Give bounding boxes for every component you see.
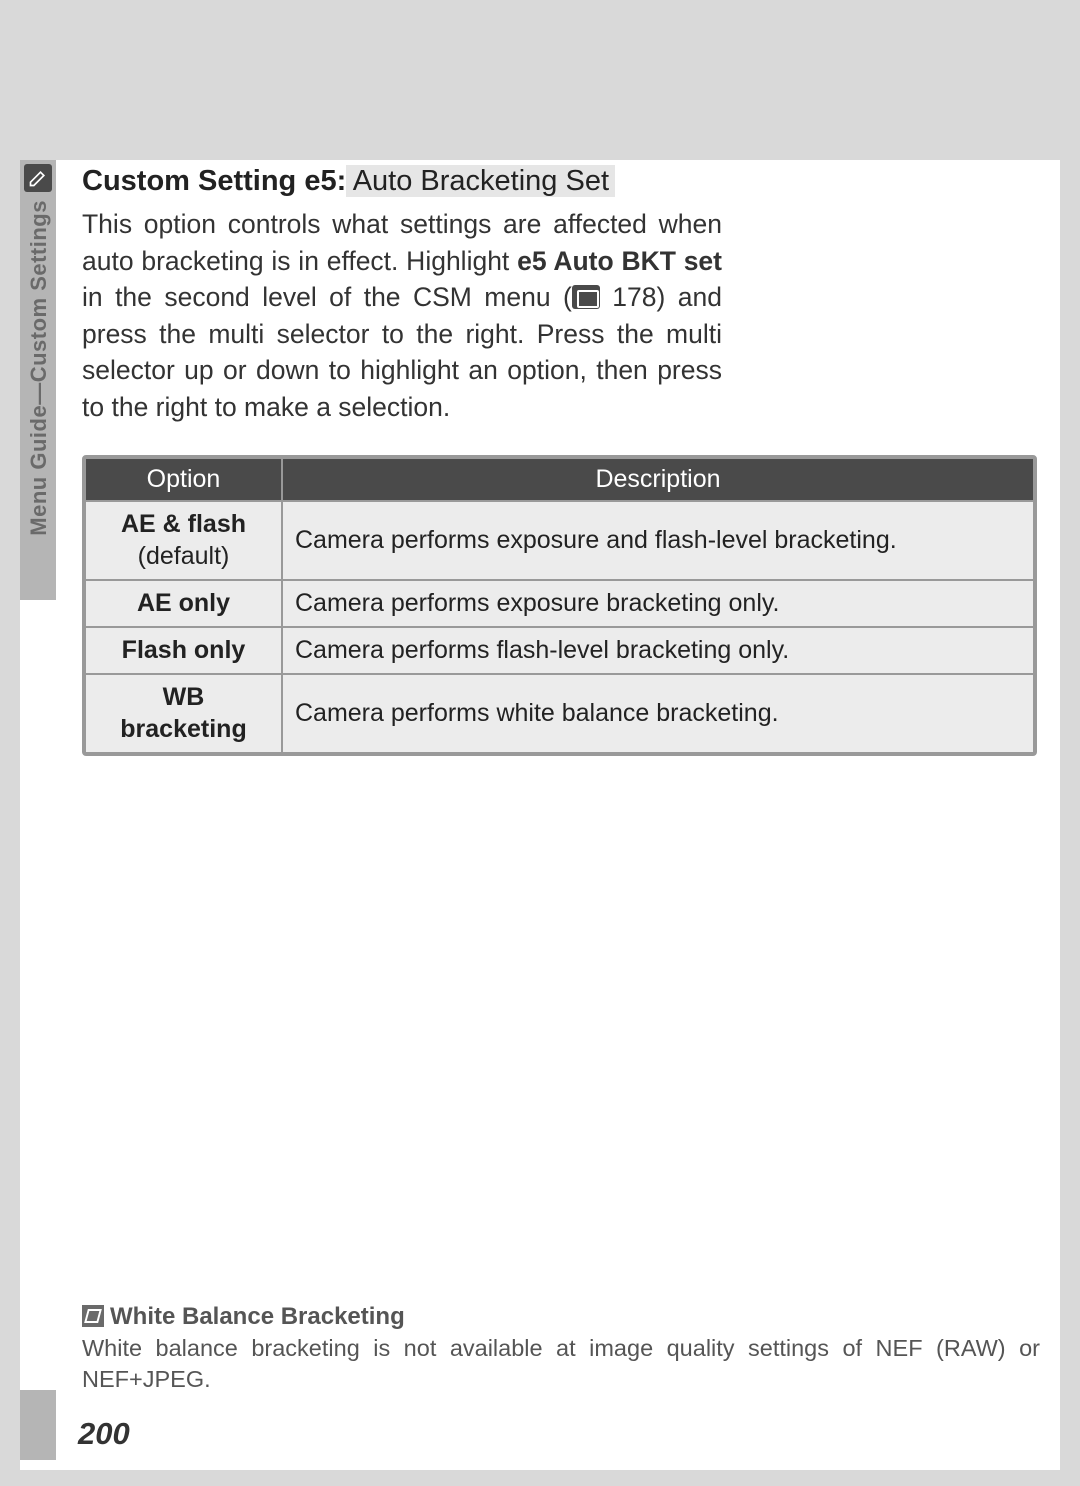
option-cell: AE only — [86, 581, 281, 626]
para-text-2: in the second level of the CSM menu ( — [82, 282, 572, 312]
option-name: AE & flash — [121, 510, 246, 538]
para-inline-bold: e5 Auto BKT set — [517, 246, 722, 276]
sidebar: Menu Guide—Custom Settings — [20, 160, 68, 1470]
table-row: AE & flash (default) Camera performs exp… — [86, 502, 1033, 579]
heading-bold: Custom Setting e5: — [82, 165, 346, 197]
description-cell: Camera performs flash-level bracketing o… — [283, 628, 1033, 673]
sidebar-tab: Menu Guide—Custom Settings — [20, 160, 56, 600]
page-number: 200 — [78, 1416, 130, 1452]
option-cell: AE & flash (default) — [86, 502, 281, 579]
table-header-description: Description — [283, 459, 1033, 500]
content: Custom Setting e5: Auto Bracketing Set T… — [82, 165, 1040, 756]
option-cell: WB bracketing — [86, 675, 281, 752]
sidebar-label: Menu Guide—Custom Settings — [26, 200, 52, 536]
note-heading: White Balance Bracketing — [82, 1303, 1040, 1331]
note-text: White balance bracketing is not availabl… — [82, 1333, 1040, 1396]
table-row: Flash only Camera performs flash-level b… — [86, 628, 1033, 673]
page-number-tab — [20, 1390, 56, 1460]
description-cell: Camera performs exposure bracketing only… — [283, 581, 1033, 626]
table-header-option: Option — [86, 459, 281, 500]
heading-normal: Auto Bracketing Set — [346, 165, 615, 197]
note-heading-text: White Balance Bracketing — [110, 1303, 405, 1330]
body-paragraph: This option controls what settings are a… — [82, 206, 722, 425]
table-row: WB bracketing Camera performs white bala… — [86, 675, 1033, 752]
description-cell: Camera performs exposure and flash-level… — [283, 502, 1033, 579]
table-row: AE only Camera performs exposure bracket… — [86, 581, 1033, 626]
footer-note: White Balance Bracketing White balance b… — [82, 1303, 1040, 1396]
note-icon — [82, 1305, 104, 1327]
option-cell: Flash only — [86, 628, 281, 673]
option-sub: (default) — [98, 541, 269, 572]
page-ref-icon — [572, 285, 600, 309]
page: Menu Guide—Custom Settings Custom Settin… — [20, 160, 1060, 1470]
table-header-row: Option Description — [86, 459, 1033, 500]
section-heading: Custom Setting e5: Auto Bracketing Set — [82, 165, 1040, 198]
description-cell: Camera performs white balance bracketing… — [283, 675, 1033, 752]
pencil-icon — [24, 164, 52, 192]
options-table: Option Description AE & flash (default) … — [82, 455, 1037, 756]
